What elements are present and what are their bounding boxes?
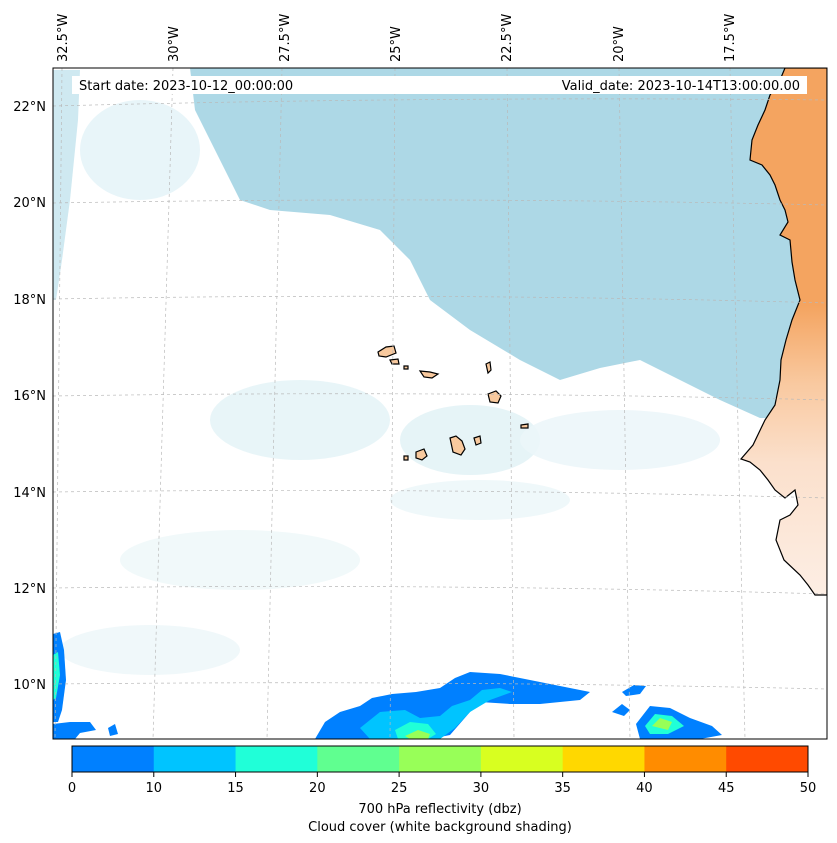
lon-label: 17.5°W [723,14,738,62]
lat-label: 18°N [13,293,46,308]
lat-label: 22°N [13,100,46,115]
colorbar-tick-label: 30 [473,781,490,796]
colorbar-ticks: 0 10 15 20 25 30 35 40 45 50 [68,772,816,796]
lon-label: 25°W [389,26,404,62]
lat-label: 16°N [13,389,46,404]
reflectivity-echoes [53,632,722,739]
cape-verde-islands [377,345,529,461]
colorbar-tick-label: 0 [68,781,76,796]
colorbar-label: 700 hPa reflectivity (dbz) [358,802,521,817]
map-frame [52,67,828,740]
colorbar-tick-label: 10 [146,781,163,796]
lon-label: 32.5°W [56,14,71,62]
colorbar-swatch [399,746,482,772]
lat-label: 20°N [13,196,46,211]
colorbar-swatch [726,746,809,772]
lat-label: 10°N [13,678,46,693]
colorbar-swatches [72,746,809,772]
colorbar-swatch [562,746,645,772]
lat-label: 14°N [13,486,46,501]
colorbar-swatch [317,746,400,772]
date-header-box [72,76,807,94]
colorbar-frame [71,745,809,773]
colorbar-swatch [644,746,727,772]
colorbar-swatch [235,746,318,772]
colorbar-tick-label: 20 [309,781,326,796]
clear-sky-ocean [53,70,80,300]
colorbar-swatch [480,746,564,772]
colorbar-tick-label: 50 [800,781,817,796]
start-date-label: Start date: 2023-10-12_00:00:00 [79,79,293,94]
colorbar-tick-label: 45 [718,781,735,796]
colorbar-swatch [72,746,155,772]
longitude-labels: 32.5°W 30°W 27.5°W 25°W 22.5°W 20°W 17.5… [56,14,738,62]
valid-date-label: Valid_date: 2023-10-14T13:00:00.00 [562,79,800,94]
colorbar-sublabel: Cloud cover (white background shading) [308,820,572,835]
lon-label: 20°W [612,26,627,62]
colorbar-tick-label: 40 [636,781,653,796]
latitude-labels: 22°N 20°N 18°N 16°N 14°N 12°N 10°N [13,100,46,693]
africa-mainland [739,68,827,596]
colorbar-swatch [153,746,237,772]
colorbar-tick-label: 15 [227,781,244,796]
lon-label: 30°W [167,26,182,62]
colorbar-tick-label: 35 [554,781,571,796]
map-panel [53,68,827,739]
colorbar-tick-label: 25 [391,781,408,796]
colorbar: 0 10 15 20 25 30 35 40 45 50 700 hPa reflectivity… [68,745,816,835]
lon-label: 27.5°W [278,14,293,62]
lon-label: 22.5°W [500,14,515,62]
lat-label: 12°N [13,582,46,597]
graticule [53,68,827,739]
